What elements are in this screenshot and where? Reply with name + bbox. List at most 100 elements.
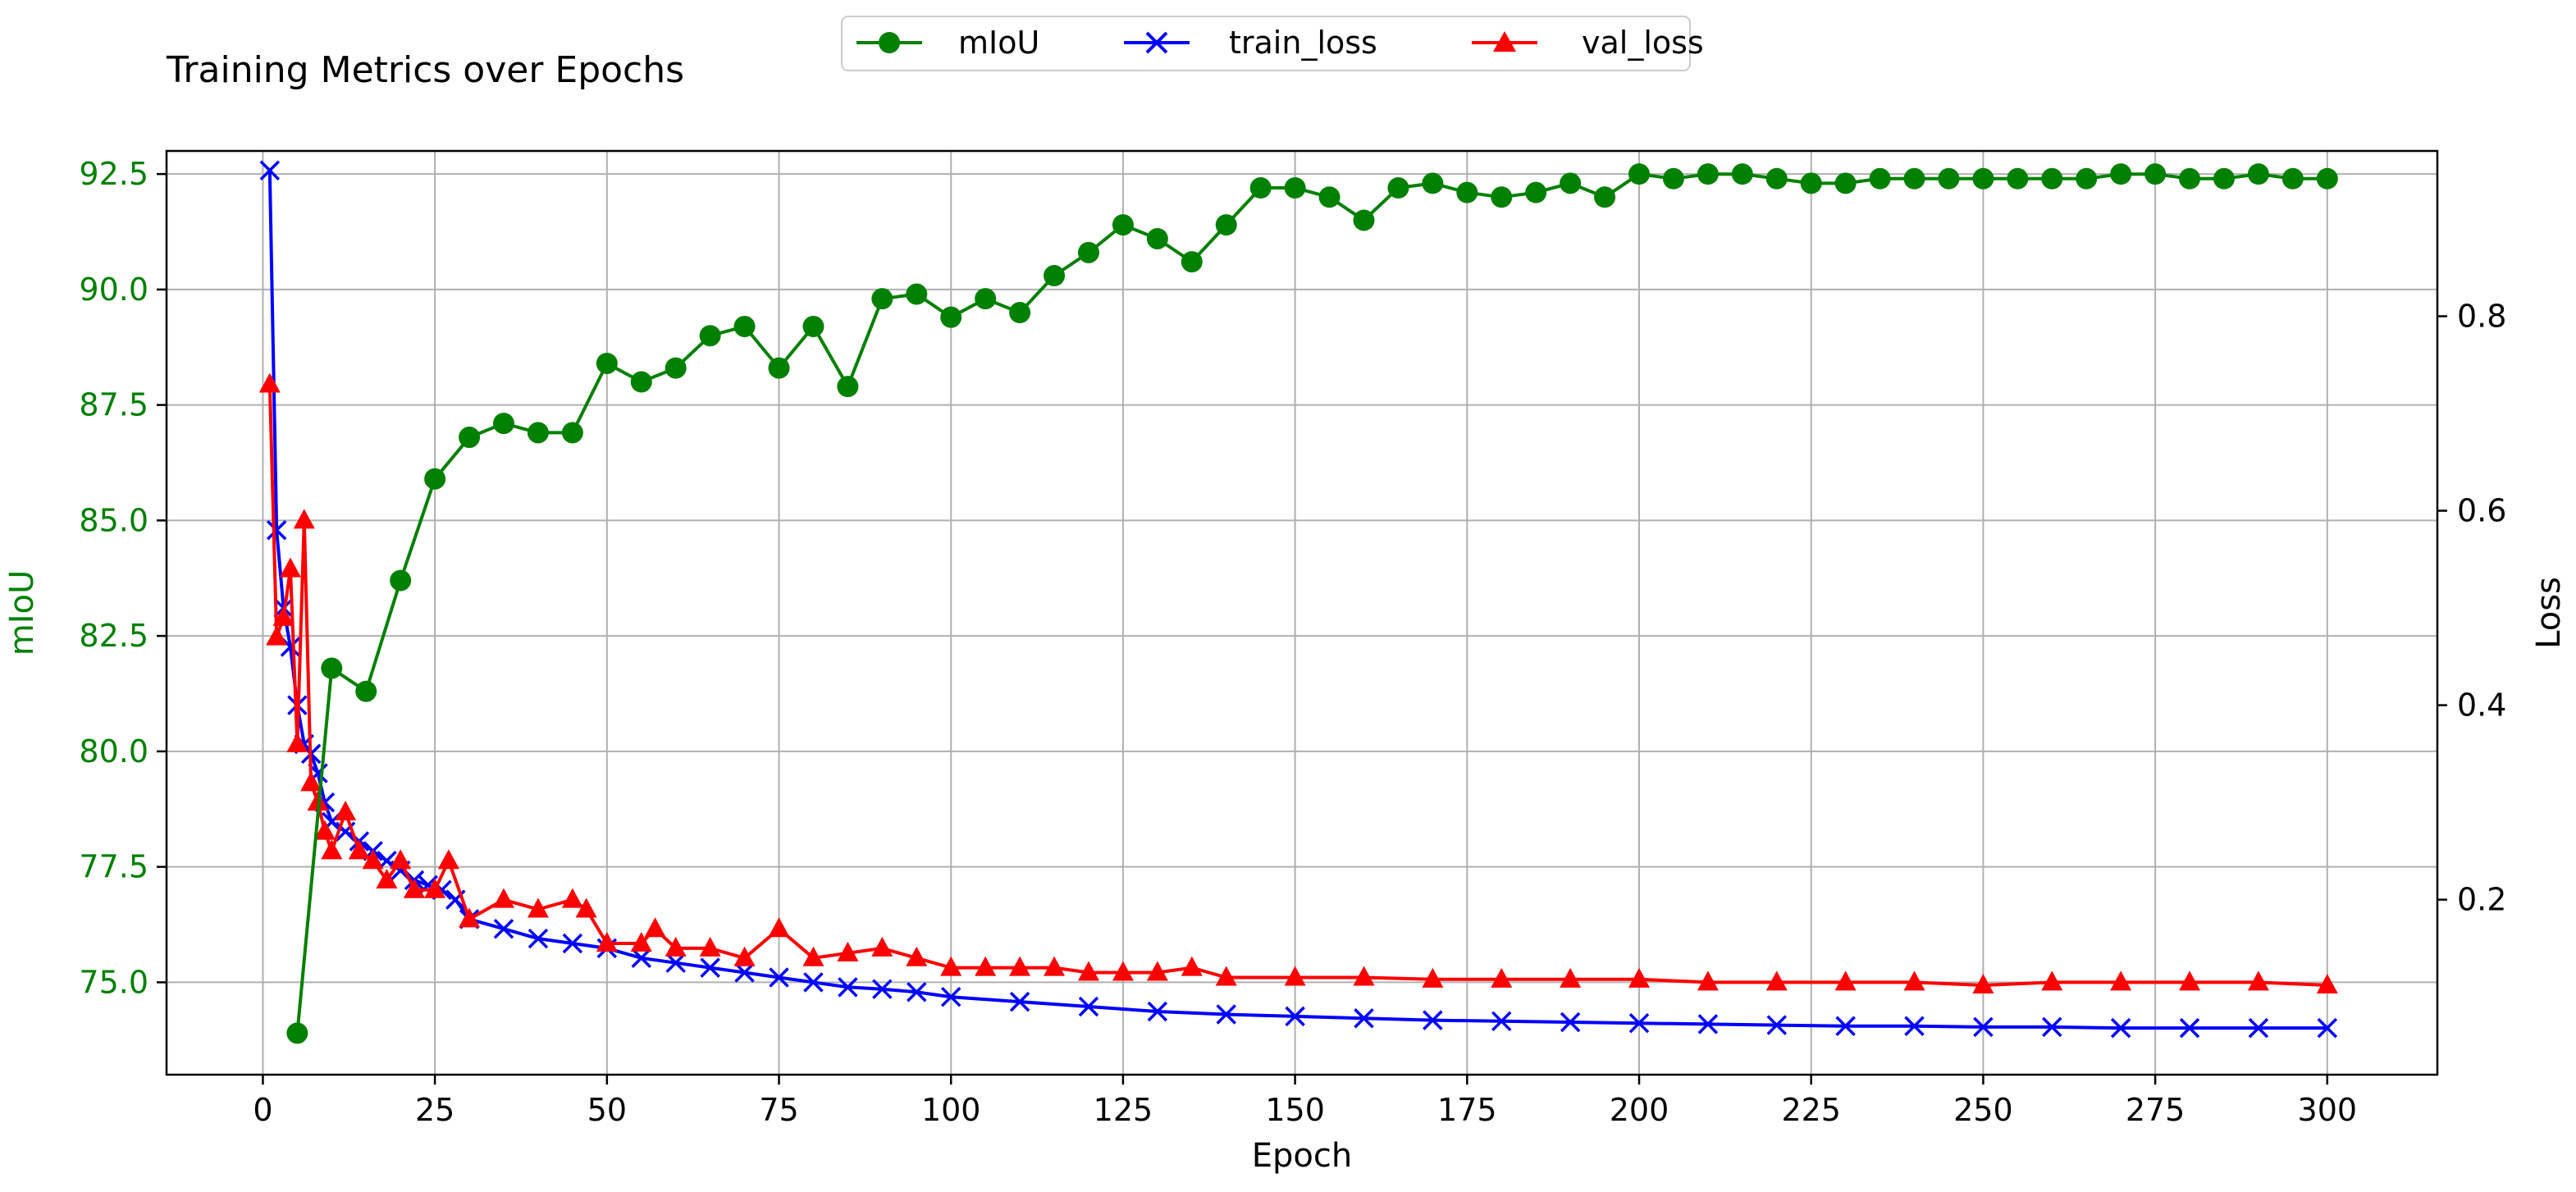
x-axis-label: Epoch: [1252, 1137, 1352, 1175]
data-point: [424, 878, 446, 898]
data-point: [872, 979, 893, 999]
data-point: [1112, 961, 1134, 981]
data-point: [527, 897, 549, 918]
data-point: [2007, 167, 2029, 190]
data-point: [1216, 1004, 1236, 1025]
x-tick-label: 25: [415, 1092, 454, 1128]
data-point: [1422, 967, 1444, 988]
data-point: [803, 972, 824, 993]
data-point: [699, 936, 721, 957]
data-point: [1662, 167, 1684, 190]
data-point: [1078, 996, 1099, 1017]
x-tick-label: 150: [1265, 1092, 1325, 1128]
grid-layer: [167, 151, 2437, 1075]
data-point: [1525, 181, 1547, 203]
y-tick-label-left: 80.0: [79, 733, 148, 770]
data-point: [1112, 214, 1134, 236]
data-point: [2316, 167, 2338, 190]
data-point: [1009, 302, 1031, 324]
series-layer: [258, 160, 2338, 1044]
data-point: [437, 849, 459, 870]
data-point: [940, 956, 962, 976]
data-point: [769, 967, 789, 988]
data-point: [1731, 163, 1753, 185]
data-point: [2248, 1017, 2269, 1039]
data-point: [1628, 1012, 1650, 1034]
data-point: [1146, 961, 1168, 981]
data-point: [2144, 163, 2167, 185]
ticks-layer: 0 25 50 75 100 125 150 175 200 225 250 275 300 75.0 77…: [79, 156, 2506, 1128]
x-tick-label: 50: [587, 1092, 627, 1128]
y-tick-label-left: 85.0: [79, 502, 148, 538]
data-point: [1628, 163, 1651, 185]
data-point: [734, 962, 755, 983]
data-point: [1869, 167, 1891, 190]
data-point: [1422, 172, 1444, 194]
x-tick-label: 125: [1094, 1092, 1153, 1128]
data-point: [1456, 181, 1478, 203]
data-point: [1249, 177, 1272, 199]
data-point: [279, 557, 301, 578]
chart-title: Training Metrics over Epochs: [166, 49, 684, 91]
data-point: [699, 325, 721, 347]
data-point: [665, 952, 686, 973]
data-point: [1318, 186, 1341, 208]
data-point: [1628, 967, 1651, 988]
legend-item-val-loss: val_loss: [1472, 25, 1704, 61]
data-point: [376, 868, 398, 888]
data-point: [1146, 227, 1168, 249]
data-point: [493, 413, 515, 435]
x-tick-label: 75: [759, 1092, 798, 1128]
data-point: [2110, 163, 2132, 185]
data-point: [733, 946, 756, 966]
data-point: [768, 917, 790, 938]
data-point: [596, 931, 618, 952]
y-tick-label-left: 90.0: [79, 272, 148, 308]
legend-label-miou: mIoU: [958, 25, 1039, 61]
series-val-loss: [258, 372, 2338, 993]
data-point: [1181, 956, 1203, 976]
data-point: [2179, 1017, 2200, 1039]
y-axis-label-right: Loss: [2530, 577, 2568, 649]
data-point: [321, 657, 343, 679]
legend-label-val-loss: val_loss: [1582, 25, 1704, 61]
legend: mIoU train_loss val_loss: [841, 16, 1704, 71]
y-tick-label-right: 0.4: [2457, 687, 2506, 724]
data-point: [1491, 186, 1513, 208]
data-point: [1284, 177, 1306, 199]
data-point: [1972, 973, 1994, 993]
data-point: [1044, 265, 1066, 287]
data-point: [390, 569, 412, 591]
data-point: [1938, 167, 1960, 190]
data-point: [1009, 991, 1030, 1012]
data-point: [700, 957, 720, 978]
data-point: [272, 605, 295, 626]
y-tick-label-left: 75.0: [79, 964, 148, 1000]
data-point: [1181, 251, 1203, 273]
data-point: [321, 839, 343, 860]
data-point: [1147, 1001, 1168, 1022]
data-point: [1973, 1016, 1994, 1038]
data-point: [906, 946, 928, 966]
data-point: [1765, 167, 1788, 190]
data-point: [362, 849, 384, 870]
data-point: [906, 283, 928, 305]
data-point: [1077, 961, 1099, 981]
data-point: [527, 422, 549, 444]
data-point: [837, 376, 859, 398]
data-point: [1285, 1006, 1305, 1027]
data-point: [1972, 167, 1994, 190]
data-point: [838, 977, 858, 998]
data-point: [562, 933, 583, 954]
data-point: [1354, 1008, 1374, 1029]
data-point: [871, 936, 893, 957]
data-point: [1491, 967, 1513, 988]
data-point: [940, 986, 961, 1007]
y-tick-label-left: 77.5: [79, 849, 148, 885]
data-point: [596, 352, 618, 374]
data-point: [459, 427, 481, 449]
y-tick-label-right: 0.8: [2457, 298, 2506, 334]
data-point: [1697, 163, 1719, 185]
data-point: [493, 888, 515, 908]
